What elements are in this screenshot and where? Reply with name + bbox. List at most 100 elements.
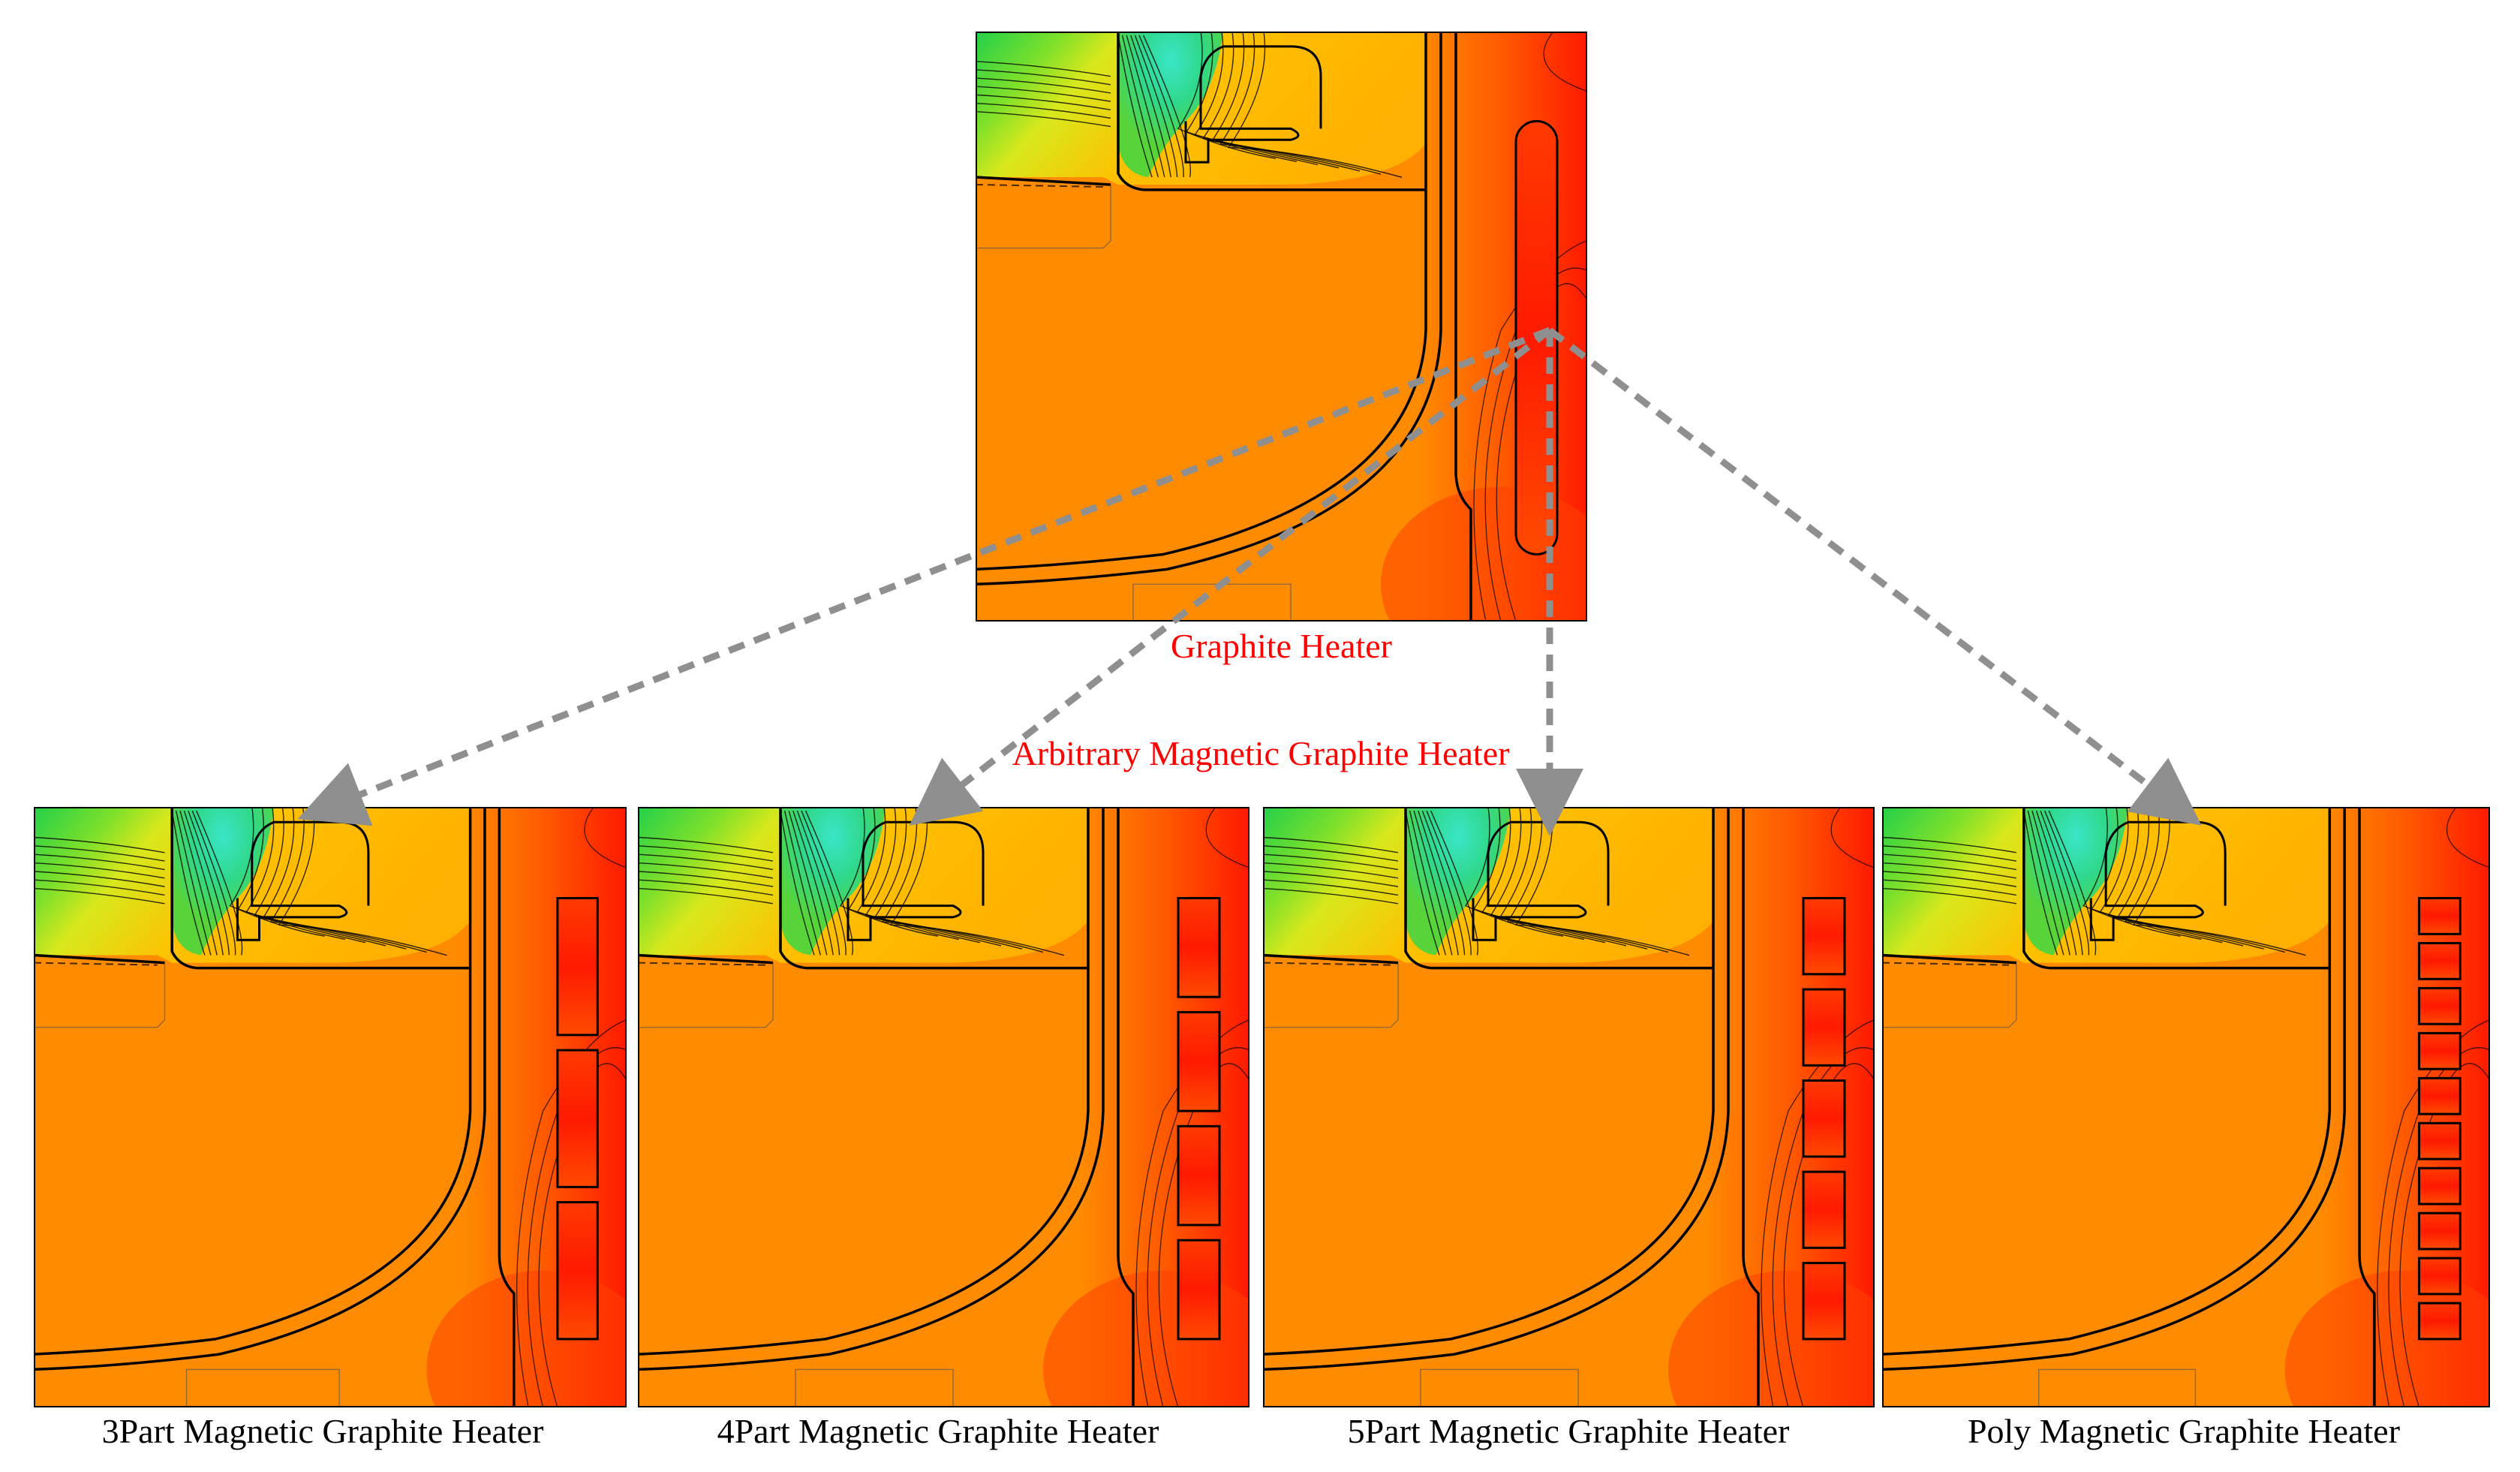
contour-line	[865, 807, 1002, 947]
heater-segment	[2418, 986, 2461, 1025]
contour-line	[1413, 810, 1453, 956]
contour-line	[2099, 807, 2223, 944]
contour-line	[1882, 871, 2017, 887]
susceptor-wall	[1742, 807, 1760, 1407]
thin-outline	[2037, 1368, 2197, 1407]
contour-line	[584, 807, 627, 868]
contour-line	[976, 94, 1111, 110]
contour-line	[1263, 862, 1399, 879]
caption-5part: 5Part Magnetic Graphite Heater	[1347, 1412, 1790, 1450]
crucible-wall-outer	[1263, 807, 1730, 1371]
contour-line	[2116, 807, 2265, 950]
seed-holder-outline	[1472, 820, 1610, 941]
crucible-wall-outer	[638, 807, 1105, 1371]
crucible-outline	[170, 807, 471, 970]
melt-surface-line	[1882, 953, 2017, 965]
heater-segment	[2418, 897, 2461, 935]
crucible-outline	[1404, 807, 1713, 970]
contour-line	[1405, 810, 1440, 956]
contour-line	[2446, 807, 2490, 868]
contour-line	[788, 810, 828, 956]
crucible-outline	[779, 807, 1088, 970]
dashed-line	[976, 183, 1104, 188]
contour-line	[638, 845, 774, 862]
panel-5part-plot	[1263, 807, 1875, 1407]
contour-line	[34, 845, 165, 862]
heater-segment	[1802, 1262, 1846, 1341]
heater-segment	[1177, 1124, 1221, 1227]
contour-line	[2044, 810, 2090, 956]
contour-line	[1882, 879, 2017, 896]
contour-line	[34, 871, 165, 887]
crucible-wall-outer	[34, 807, 486, 1371]
contour-line	[2035, 810, 2077, 956]
contour-line	[2132, 807, 2306, 956]
contour-line	[783, 810, 822, 956]
contour-line	[2023, 810, 2058, 956]
contour-line	[34, 836, 165, 853]
thin-outline	[1263, 962, 1399, 1028]
contour-line	[976, 61, 1111, 77]
heater-segment	[556, 1049, 599, 1188]
contour-line	[1514, 807, 1690, 956]
thin-outline	[795, 1368, 954, 1407]
heater-segment	[556, 897, 599, 1037]
contour-line	[1506, 807, 1669, 953]
contour-line	[1772, 1047, 1875, 1407]
contour-line	[1430, 810, 1478, 956]
contour-line	[1426, 810, 1472, 956]
heater-segment	[2418, 1302, 2461, 1341]
contour-line	[1126, 35, 1165, 178]
susceptor-wall	[498, 807, 516, 1407]
melt-surface-line	[976, 176, 1111, 186]
heater-segment	[2418, 1166, 2461, 1206]
contour-line	[1882, 862, 2017, 879]
contour-line	[804, 810, 853, 956]
contour-line	[976, 86, 1111, 102]
seed-holder-outline	[236, 820, 370, 941]
contour-line	[1147, 1047, 1249, 1407]
contour-line	[638, 836, 774, 853]
contour-line	[1543, 32, 1587, 92]
contour-line	[34, 887, 165, 905]
contour-line	[1177, 32, 1277, 159]
thin-outline	[34, 962, 166, 1028]
heater-segment	[556, 1201, 599, 1341]
coldest-zone	[172, 807, 274, 956]
heater-segment	[2418, 1031, 2461, 1070]
contour-line	[638, 887, 774, 905]
seed-holder-outline	[1184, 45, 1322, 164]
contour-line	[1498, 807, 1648, 950]
contour-line	[1481, 807, 1606, 944]
contour-line	[34, 879, 165, 896]
heater-segment	[1177, 1239, 1221, 1341]
contour-line	[171, 810, 206, 956]
heater-element	[1514, 119, 1559, 555]
contour-line	[1210, 32, 1361, 172]
contour-line	[2027, 810, 2064, 956]
thin-outline	[185, 1368, 340, 1407]
contour-line	[1882, 845, 2017, 862]
crucible-outline	[2022, 807, 2330, 970]
seed-holder-outline	[2089, 820, 2227, 941]
melt-surface-line	[638, 953, 774, 965]
melt-surface-line	[34, 953, 165, 965]
caption-graphite-heater: Graphite Heater	[1170, 627, 1392, 665]
contour-line	[2107, 807, 2244, 947]
contour-line	[1219, 32, 1382, 175]
contour-line	[1263, 871, 1399, 887]
contour-line	[839, 807, 939, 937]
contour-line	[527, 1047, 627, 1407]
contour-line	[976, 77, 1111, 94]
heater-segment	[2418, 941, 2461, 980]
contour-line	[1117, 35, 1153, 178]
crucible-wall-inner	[1882, 807, 2332, 1356]
contour-line	[1490, 807, 1627, 947]
contour-line	[2040, 810, 2083, 956]
susceptor-wall	[2358, 807, 2376, 1407]
panel-3part-plot	[34, 807, 627, 1407]
contour-line	[1263, 836, 1399, 853]
heater-segment	[1802, 1079, 1846, 1158]
thin-outline	[976, 184, 1111, 249]
contour-line	[792, 810, 834, 956]
